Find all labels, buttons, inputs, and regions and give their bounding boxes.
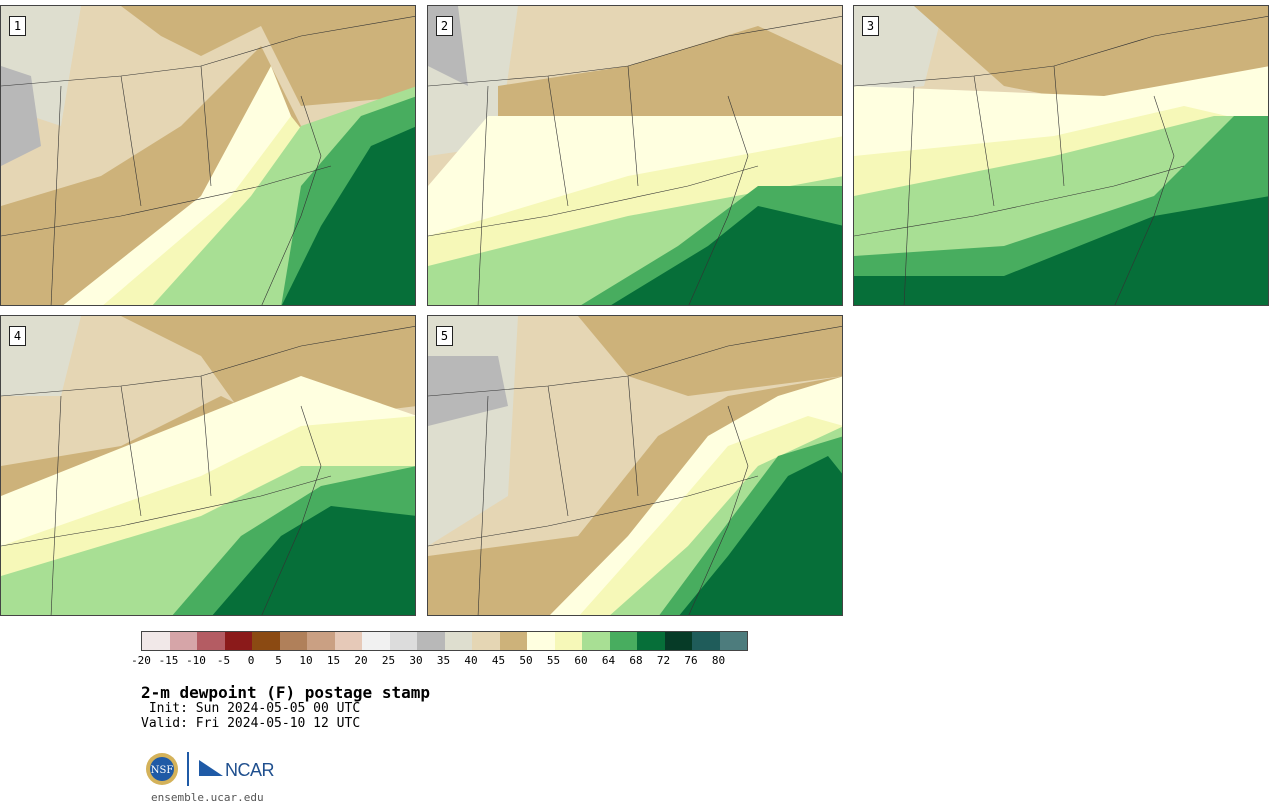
colorbar-tick-label: -15	[158, 654, 179, 667]
colorbar-tick-label: 10	[299, 654, 313, 667]
colorbar-tick-label: 20	[354, 654, 368, 667]
colorbar-tick-label: 80	[711, 654, 726, 667]
colorbar-tick-label: 55	[546, 654, 561, 667]
dewpoint-map-2	[428, 6, 842, 305]
site-url: ensemble.ucar.edu	[151, 791, 264, 804]
colorbar-swatch	[279, 632, 307, 650]
dewpoint-map-1	[1, 6, 415, 305]
colorbar-swatch	[499, 632, 527, 650]
panel-number: 5	[436, 326, 453, 346]
colorbar-tick-label: 60	[574, 654, 588, 667]
colorbar-swatch	[637, 632, 665, 650]
colorbar-swatch	[472, 632, 500, 650]
colorbar-tick-label: 30	[409, 654, 423, 667]
colorbar-swatch	[692, 632, 720, 650]
colorbar-tick-label: 50	[519, 654, 533, 667]
colorbar-swatch	[142, 632, 170, 650]
nsf-logo-icon: NSF	[146, 753, 178, 785]
colorbar-tick-label: 72	[656, 654, 671, 667]
colorbar-tick-label: -10	[186, 654, 206, 667]
colorbar-tick-label: 0	[247, 654, 255, 667]
colorbar-swatch	[169, 632, 197, 650]
colorbar-swatch	[582, 632, 610, 650]
panel-number: 1	[9, 16, 26, 36]
colorbar	[141, 631, 748, 651]
colorbar-tick-label: 25	[381, 654, 396, 667]
colorbar-tick-label: 64	[601, 654, 616, 667]
map-panel-5: 5	[427, 315, 843, 616]
colorbar-swatch	[527, 632, 555, 650]
colorbar-tick-label: 40	[464, 654, 478, 667]
colorbar-swatch	[197, 632, 225, 650]
colorbar-swatch	[609, 632, 637, 650]
map-panel-3: 3	[853, 5, 1269, 306]
colorbar-tick-label: 68	[629, 654, 643, 667]
panel-number: 4	[9, 326, 26, 346]
colorbar-swatch	[417, 632, 445, 650]
map-panel-1: 1	[0, 5, 416, 306]
colorbar-swatch	[362, 632, 390, 650]
svg-text:NSF: NSF	[151, 765, 174, 776]
dewpoint-map-5	[428, 316, 842, 615]
colorbar-tick-label: 15	[326, 654, 341, 667]
colorbar-swatch	[444, 632, 472, 650]
colorbar-swatch	[719, 632, 747, 650]
panel-number: 3	[862, 16, 879, 36]
colorbar-tick-label: -5	[216, 654, 231, 667]
panel-number: 2	[436, 16, 453, 36]
logo-separator	[187, 752, 189, 786]
colorbar-swatch	[554, 632, 582, 650]
colorbar-tick-label: -20	[131, 654, 151, 667]
colorbar-swatch	[664, 632, 692, 650]
colorbar-swatch	[307, 632, 335, 650]
colorbar-tick-label: 35	[436, 654, 451, 667]
ncar-logo-text: NCAR	[225, 760, 275, 780]
colorbar-swatch	[389, 632, 417, 650]
colorbar-tick-label: 45	[491, 654, 506, 667]
colorbar-swatch	[224, 632, 252, 650]
valid-time: Valid: Fri 2024-05-10 12 UTC	[141, 716, 361, 731]
ncar-logo-icon	[199, 760, 223, 776]
colorbar-tick-label: 5	[275, 654, 282, 667]
map-panel-2: 2	[427, 5, 843, 306]
colorbar-tick-label: 76	[684, 654, 698, 667]
map-panel-4: 4	[0, 315, 416, 616]
colorbar-swatch	[334, 632, 362, 650]
colorbar-swatch	[252, 632, 280, 650]
dewpoint-map-4	[1, 316, 415, 615]
init-time: Init: Sun 2024-05-05 00 UTC	[141, 701, 361, 716]
figure-title: 2-m dewpoint (F) postage stamp	[141, 683, 430, 702]
dewpoint-map-3	[854, 6, 1268, 305]
